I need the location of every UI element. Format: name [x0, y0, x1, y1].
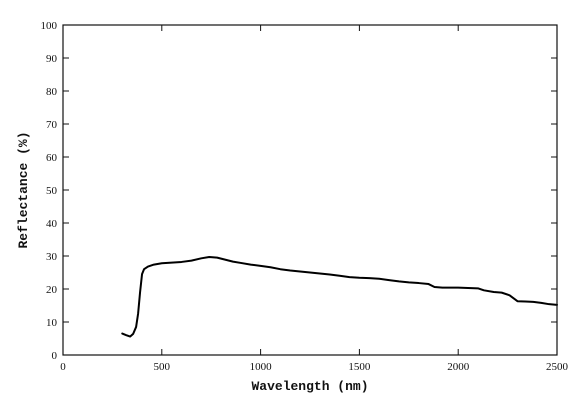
y-tick-label-10: 10	[46, 317, 58, 329]
x-axis: 0 500 1000 1500 2000 2500	[60, 25, 569, 373]
y-tick-label-20: 20	[46, 284, 58, 296]
x-tick-label-1000: 1000	[250, 361, 273, 373]
y-tick-label-70: 70	[46, 119, 58, 131]
y-tick-label-50: 50	[46, 185, 58, 197]
x-tick-label-500: 500	[154, 361, 171, 373]
x-tick-label-0: 0	[60, 361, 66, 373]
y-tick-label-30: 30	[46, 251, 58, 263]
y-tick-label-100: 100	[41, 20, 58, 32]
plot-area	[121, 255, 558, 338]
y-tick-label-80: 80	[46, 86, 58, 98]
x-tick-label-2000: 2000	[447, 361, 470, 373]
y-axis: 0 10 20 30 40 50 60 70 80 90 100	[41, 20, 557, 362]
x-tick-label-1500: 1500	[348, 361, 371, 373]
y-tick-label-40: 40	[46, 218, 58, 230]
y-axis-label: Reflectance (%)	[16, 131, 31, 248]
series-line-0	[121, 255, 558, 338]
y-tick-label-0: 0	[52, 350, 58, 362]
y-tick-label-60: 60	[46, 152, 58, 164]
y-tick-label-90: 90	[46, 53, 58, 65]
x-axis-label: Wavelength (nm)	[251, 379, 368, 394]
x-tick-label-2500: 2500	[546, 361, 569, 373]
